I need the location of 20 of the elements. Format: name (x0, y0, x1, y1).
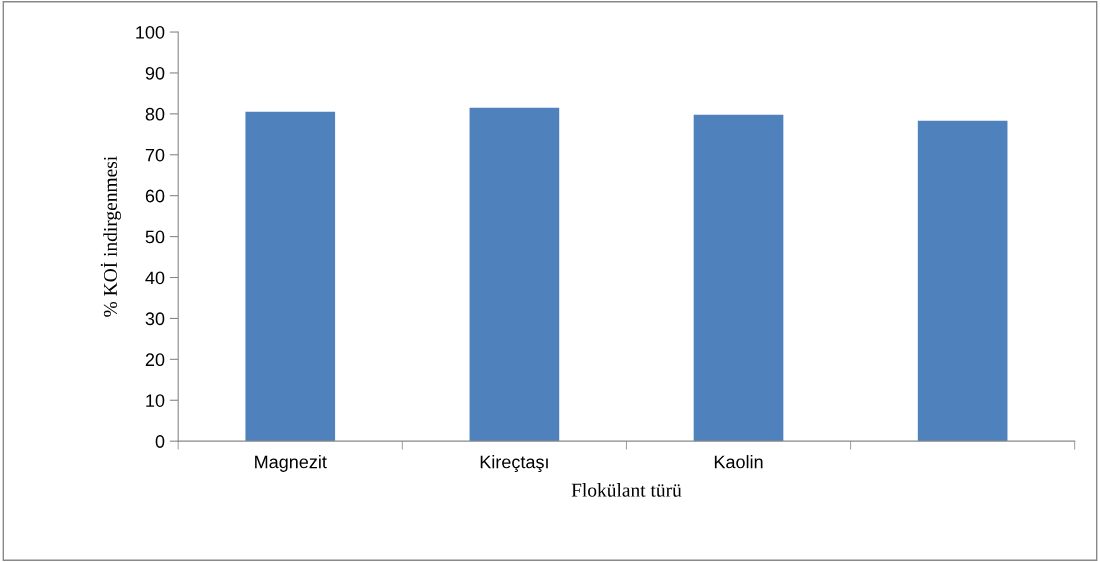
y-axis-title: % KOİ indirgenmesi (100, 156, 121, 317)
x-tick-label: Kireçtaşı (480, 455, 548, 472)
bar (469, 107, 560, 442)
x-tick-label: Kaolin (714, 455, 763, 469)
y-tick-label: 20 (145, 353, 165, 367)
bar (245, 111, 336, 442)
y-tick-label: 50 (145, 230, 165, 244)
y-tick-label: 30 (145, 312, 165, 326)
y-tick-label: 0 (155, 435, 165, 448)
y-tick-label: 10 (146, 394, 165, 407)
y-tick-label: 60 (145, 189, 165, 203)
y-tick-label: 90 (145, 66, 165, 80)
y-tick-label: 40 (145, 271, 165, 285)
bar (917, 120, 1008, 442)
x-axis-title: Flokülant türü (571, 483, 682, 497)
bar (693, 114, 784, 442)
y-tick-label: 80 (145, 107, 165, 121)
y-tick-label: 100 (136, 25, 165, 39)
x-tick-label: Magnezit (255, 455, 327, 472)
y-tick-label: 70 (145, 148, 165, 162)
